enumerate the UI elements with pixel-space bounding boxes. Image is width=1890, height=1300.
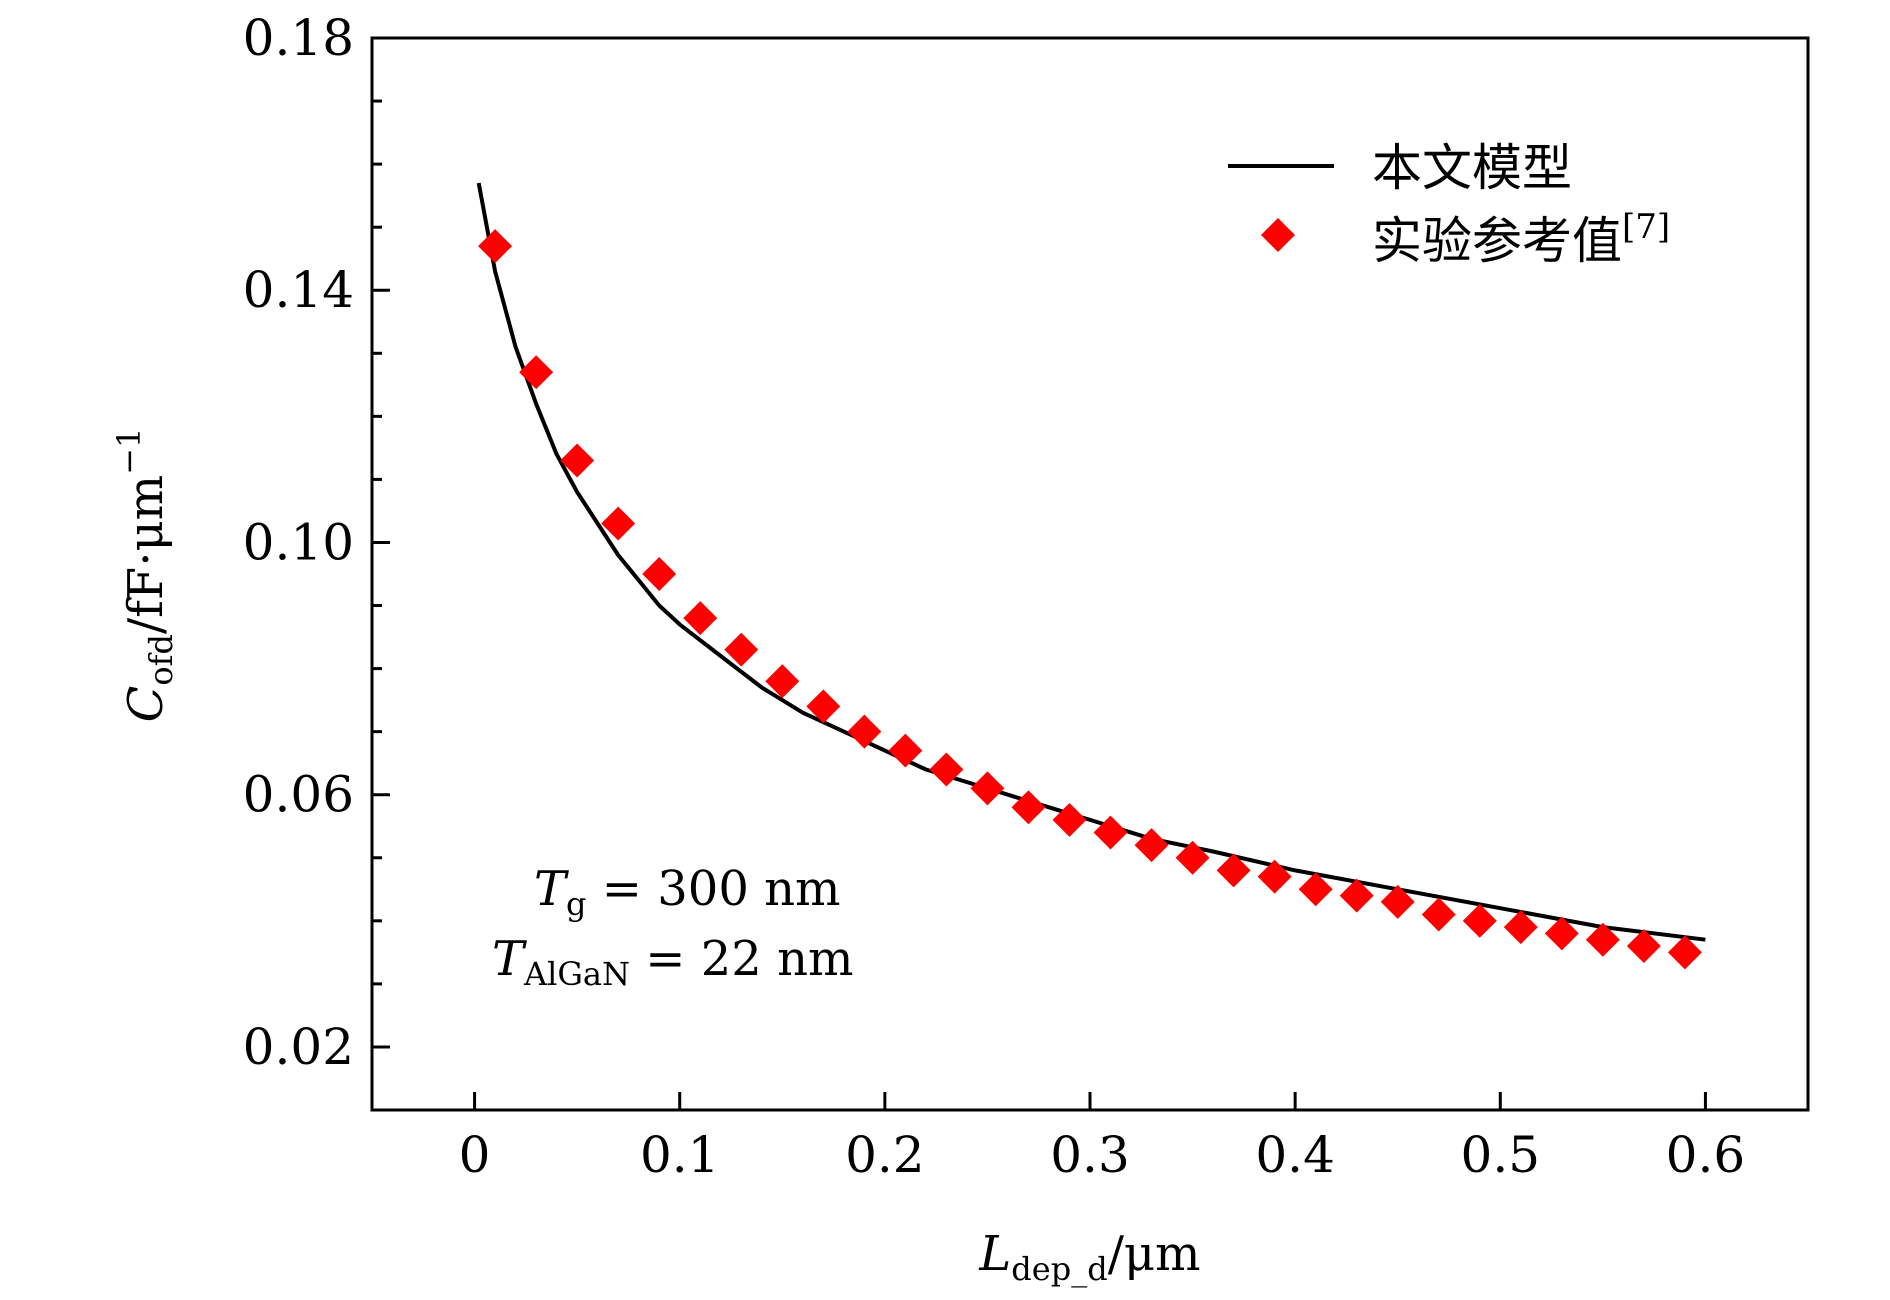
legend-experiment-label: 实验参考值[7] — [1372, 207, 1670, 270]
x-tick-label: 0.6 — [1666, 1126, 1746, 1184]
annotation: Tg = 300 nm TAlGaN = 22 nm — [492, 861, 854, 993]
annotation-line-1: Tg = 300 nm — [534, 861, 841, 923]
y-tick-label: 0.06 — [243, 766, 354, 824]
experiment-point — [806, 689, 841, 724]
experiment-point — [1298, 872, 1333, 907]
experiment-point — [683, 601, 718, 636]
experiment-point — [724, 632, 759, 667]
x-axis-label: Ldep_d/μm — [978, 1226, 1200, 1288]
experiment-point — [1585, 922, 1620, 957]
experiment-point — [1134, 828, 1169, 863]
y-tick-label: 0.18 — [243, 9, 354, 67]
experiment-point — [1257, 859, 1292, 894]
experiment-point — [929, 752, 964, 787]
experiment-point — [1216, 853, 1251, 888]
y-tick-label: 0.10 — [243, 513, 354, 571]
x-ticks: 0 0.1 0.2 0.3 0.4 0.5 0.6 — [459, 1092, 1746, 1184]
experiment-point — [1462, 903, 1497, 938]
experiment-point — [1667, 935, 1702, 970]
y-axis-label: Cofd/fF·μm−1 — [110, 428, 180, 723]
experiment-point — [478, 229, 513, 264]
experiment-point — [1503, 910, 1538, 945]
legend: 本文模型 实验参考值[7] — [1228, 139, 1670, 270]
experiment-point — [560, 443, 595, 478]
y-tick-label: 0.14 — [243, 261, 354, 319]
legend-model-label: 本文模型 — [1372, 139, 1572, 197]
y-ticks: 0.02 0.06 0.10 0.14 0.18 — [243, 9, 390, 1076]
experiment-point — [1626, 929, 1661, 964]
experiment-point — [1175, 840, 1210, 875]
series-line-model — [476, 182, 1706, 942]
experiment-point — [1380, 884, 1415, 919]
experiment-point — [1339, 878, 1374, 913]
experiment-point — [642, 557, 677, 591]
experiment-point — [1421, 897, 1456, 932]
y-tick-label: 0.02 — [243, 1018, 354, 1076]
x-tick-label: 0 — [459, 1126, 491, 1184]
x-tick-label: 0.5 — [1461, 1126, 1541, 1184]
x-tick-label: 0.2 — [845, 1126, 925, 1184]
series-layer — [476, 182, 1706, 970]
plot-frame — [370, 36, 1810, 1112]
experiment-point — [970, 771, 1005, 806]
experiment-point — [888, 733, 923, 768]
x-tick-label: 0.4 — [1255, 1126, 1335, 1184]
annotation-line-2: TAlGaN = 22 nm — [492, 931, 854, 993]
experiment-point — [1093, 815, 1128, 850]
experiment-point — [847, 714, 882, 749]
x-tick-label: 0.1 — [640, 1126, 720, 1184]
experiment-point — [765, 664, 800, 699]
experiment-point — [519, 355, 554, 390]
experiment-point — [1052, 802, 1087, 837]
experiment-point — [601, 506, 636, 541]
experiment-point — [1544, 916, 1579, 951]
legend-experiment-marker — [1261, 218, 1295, 252]
experiment-point — [1011, 790, 1046, 825]
x-tick-label: 0.3 — [1050, 1126, 1130, 1184]
